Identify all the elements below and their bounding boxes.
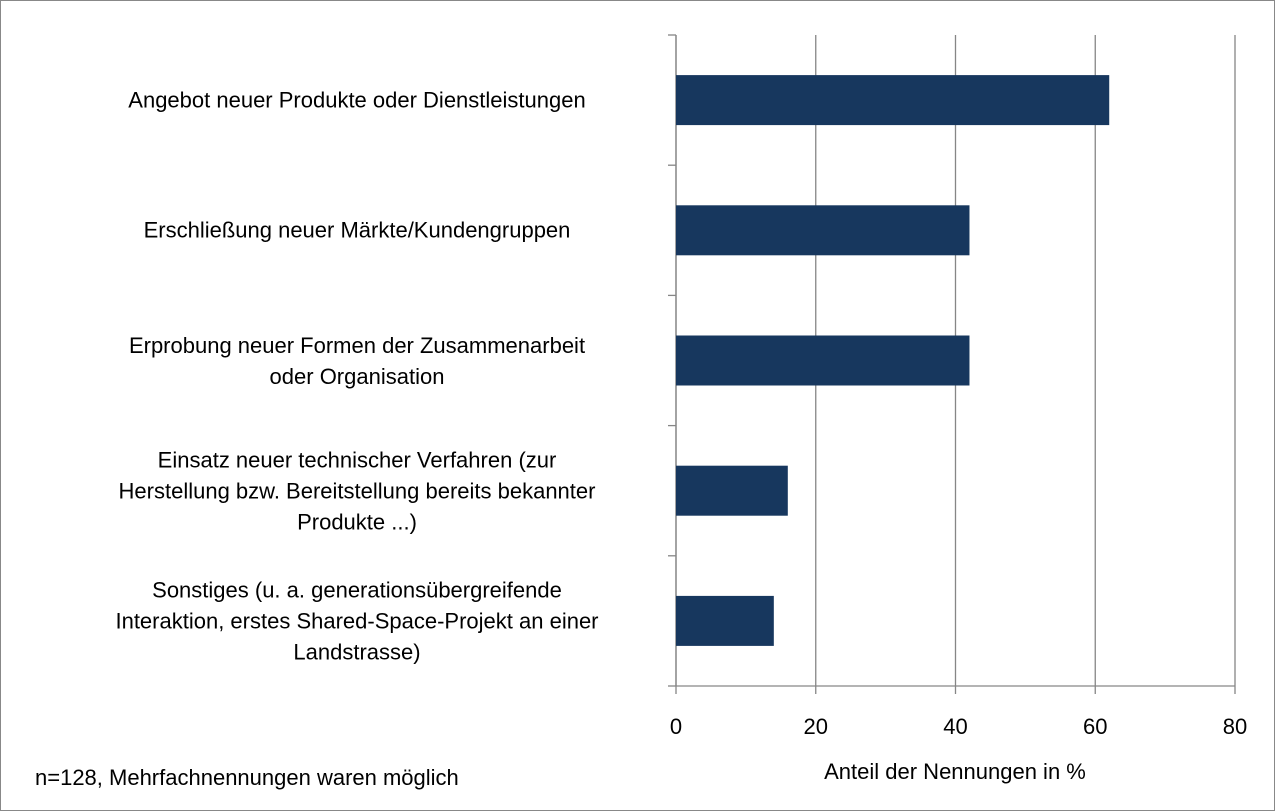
x-tick-label: 40 [943,714,967,739]
bar [676,595,774,646]
bar [676,205,970,256]
y-tick-label: Erschließung neuer Märkte/Kundengruppen [143,217,571,243]
bar [676,465,788,516]
y-tick-label: Erprobung neuer Formen der Zusammenarbei… [128,332,586,389]
y-tick-label: Einsatz neuer technischer Verfahren (zur… [118,447,596,535]
x-tick-label: 80 [1223,714,1247,739]
bar [676,335,970,386]
annotation: n=128, Mehrfachnennungen waren möglich [35,765,459,790]
y-tick-label: Sonstiges (u. a. generationsübergreifend… [115,577,599,665]
x-tick-label: 0 [670,714,682,739]
y-tick-label: Angebot neuer Produkte oder Dienstleistu… [128,87,586,113]
x-tick-label: 60 [1083,714,1107,739]
x-tick-label: 20 [804,714,828,739]
x-axis-label: Anteil der Nennungen in % [824,759,1086,784]
bar [676,75,1110,126]
